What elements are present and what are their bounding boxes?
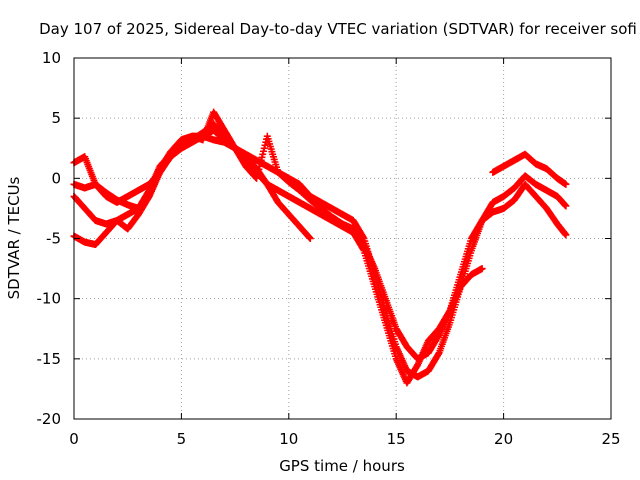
- series-s4: [70, 108, 486, 363]
- x-tick-label: 0: [69, 430, 79, 448]
- y-tick-label: -20: [37, 410, 62, 428]
- data-points: [70, 108, 570, 387]
- data-point: [562, 202, 570, 210]
- x-tick-label: 25: [601, 430, 620, 448]
- x-tick-label: 10: [279, 430, 298, 448]
- data-point: [562, 180, 570, 188]
- y-tick-label: -5: [46, 230, 61, 248]
- x-axis-label: GPS time / hours: [279, 457, 405, 475]
- data-point: [562, 231, 570, 239]
- y-tick-label: 0: [51, 169, 61, 187]
- y-tick-label: 10: [42, 49, 61, 67]
- x-tick-label: 20: [494, 430, 513, 448]
- y-tick-label: -15: [37, 350, 62, 368]
- data-point: [478, 265, 486, 273]
- series-s5: [489, 150, 570, 188]
- x-tick-label: 15: [387, 430, 406, 448]
- x-tick-label: 5: [177, 430, 187, 448]
- grid: [74, 58, 611, 419]
- axis-ticks: 0 5 10 15 20 25 -20 -15 -10 -5 0 5 10: [37, 49, 621, 448]
- y-tick-label: -10: [37, 290, 62, 308]
- y-tick-label: 5: [51, 109, 61, 127]
- chart-title: Day 107 of 2025, Sidereal Day-to-day VTE…: [39, 20, 637, 38]
- y-axis-label: SDTVAR / TECUs: [5, 176, 23, 299]
- data-point: [306, 235, 314, 242]
